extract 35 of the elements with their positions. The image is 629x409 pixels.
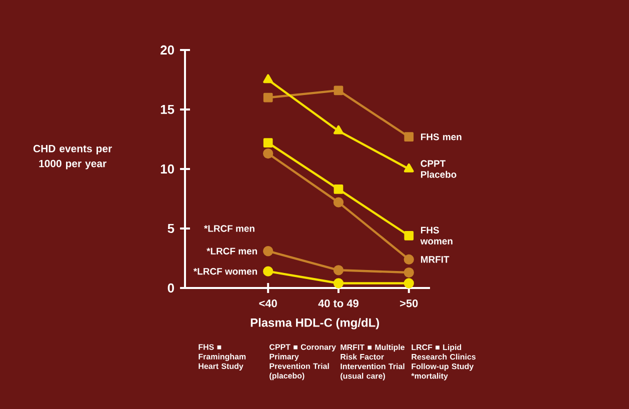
y-axis-title: CHD events per 1000 per year bbox=[33, 144, 112, 170]
y-tick-label: 0 bbox=[168, 283, 174, 293]
point bbox=[263, 92, 273, 102]
point bbox=[263, 246, 274, 256]
point bbox=[404, 278, 414, 288]
point bbox=[404, 163, 414, 172]
series-label: *LRCF men bbox=[206, 248, 257, 254]
y-tick-label: 15 bbox=[160, 104, 174, 114]
point bbox=[334, 86, 344, 96]
x-tick-label: 40 to 49 bbox=[318, 300, 358, 308]
point bbox=[263, 148, 274, 159]
y-tick-label: 20 bbox=[160, 45, 174, 55]
point bbox=[404, 254, 414, 265]
point bbox=[404, 230, 414, 240]
point bbox=[263, 138, 273, 148]
point bbox=[404, 267, 414, 278]
x-tick-label: >50 bbox=[400, 300, 418, 308]
point bbox=[333, 197, 344, 208]
point bbox=[333, 278, 344, 288]
series-label: CPPT Placebo bbox=[420, 160, 456, 178]
series-label: FHS women bbox=[420, 226, 452, 244]
point bbox=[263, 266, 274, 276]
point bbox=[334, 125, 344, 134]
x-axis-title: Plasma HDL-C (mg/dL) bbox=[250, 318, 380, 330]
series-label: MRFIT bbox=[421, 256, 450, 263]
y-tick-label: 5 bbox=[168, 224, 174, 234]
y-tick-label: 10 bbox=[160, 164, 174, 174]
series-label: FHS men bbox=[421, 134, 462, 140]
series-label: *LRCF women bbox=[193, 268, 257, 275]
annotation: *LRCF men bbox=[204, 225, 254, 232]
point bbox=[263, 74, 274, 84]
point bbox=[334, 184, 344, 194]
point bbox=[333, 265, 344, 276]
x-tick-label: <40 bbox=[259, 300, 277, 308]
point bbox=[404, 132, 414, 142]
